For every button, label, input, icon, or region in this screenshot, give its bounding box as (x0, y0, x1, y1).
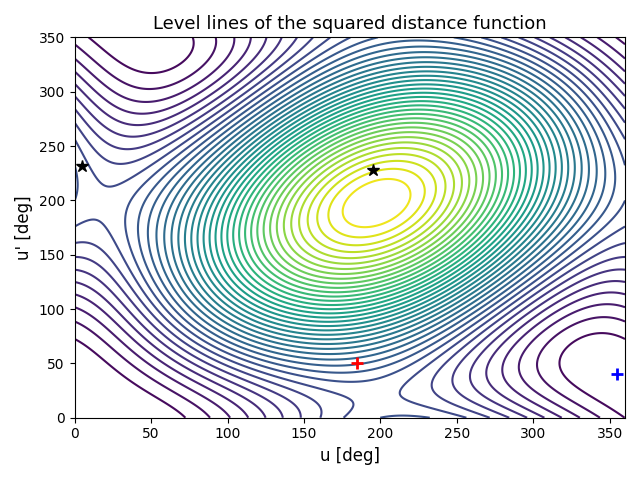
Title: Level lines of the squared distance function: Level lines of the squared distance func… (153, 15, 547, 33)
X-axis label: u [deg]: u [deg] (320, 447, 380, 465)
Y-axis label: u' [deg]: u' [deg] (15, 195, 33, 260)
